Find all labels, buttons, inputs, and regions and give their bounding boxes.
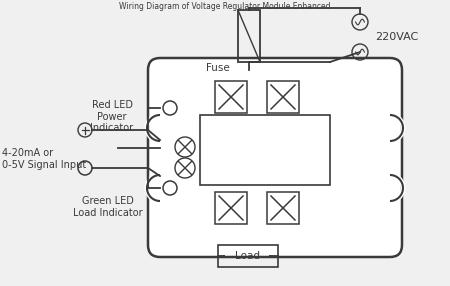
Bar — [215, 192, 247, 224]
Bar — [215, 81, 247, 113]
Text: Red LED
Power
Indicator: Red LED Power Indicator — [90, 100, 134, 133]
Text: Fuse: Fuse — [206, 63, 230, 73]
Text: 4-20mA or
0-5V Signal Input: 4-20mA or 0-5V Signal Input — [2, 148, 86, 170]
Text: Green LED
Load Indicator: Green LED Load Indicator — [73, 196, 143, 218]
Bar — [267, 81, 299, 113]
Bar — [218, 245, 278, 267]
Text: Wiring Diagram of Voltage Regulator Module Enhanced: Wiring Diagram of Voltage Regulator Modu… — [119, 2, 331, 11]
Text: 220VAC: 220VAC — [375, 32, 418, 42]
Bar — [200, 115, 330, 185]
Text: Load: Load — [235, 251, 261, 261]
FancyBboxPatch shape — [148, 58, 402, 257]
Bar — [238, 10, 260, 62]
Bar — [267, 192, 299, 224]
